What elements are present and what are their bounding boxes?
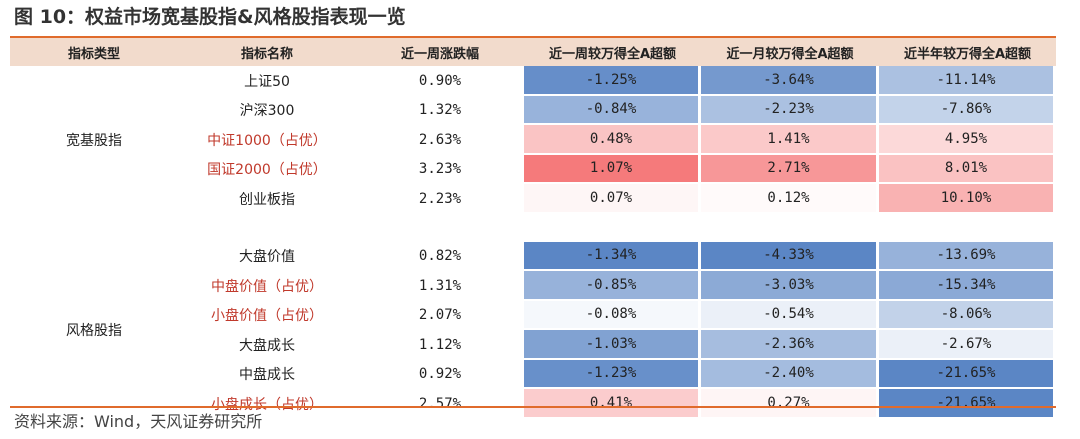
excess-return-cell: -7.86% bbox=[879, 95, 1056, 125]
table-row: 大盘成长 1.12% -1.03% -2.36% -2.67% bbox=[10, 330, 1056, 360]
excess-return-cell: -2.67% bbox=[879, 330, 1056, 360]
index-name: 中盘价值（占优） bbox=[211, 278, 323, 295]
source-note: 资料来源：Wind，天风证券研究所 bbox=[14, 412, 263, 431]
table-row: 风格股指 大盘价值 0.82% -1.34% -4.33% -13.69% bbox=[10, 241, 1056, 339]
index-name: 大盘成长 bbox=[239, 337, 295, 354]
excess-return-cell: 1.41% bbox=[701, 125, 879, 155]
excess-return-cell: -0.84% bbox=[524, 95, 701, 125]
excess-return-cell: -1.23% bbox=[524, 359, 701, 389]
table-body: 宽基股指 上证50 0.90% -1.25% -3.64% -11.14% 沪深300 1.3… bbox=[10, 66, 1056, 419]
group-spacer bbox=[10, 214, 1056, 242]
index-name: 创业板指 bbox=[239, 191, 295, 208]
excess-return-cell: 0.12% bbox=[701, 184, 879, 214]
performance-table: 指标类型 指标名称 近一周涨跌幅 近一周较万得全A超额 近一月较万得全A超额 近… bbox=[10, 38, 1056, 419]
weekly-change: 1.12% bbox=[418, 336, 462, 353]
category-label: 宽基股指 bbox=[66, 132, 122, 149]
weekly-change: 1.31% bbox=[418, 277, 462, 294]
table-header-row: 指标类型 指标名称 近一周涨跌幅 近一周较万得全A超额 近一月较万得全A超额 近… bbox=[10, 38, 1056, 66]
excess-return-cell: -1.03% bbox=[524, 330, 701, 360]
column-header: 近一月较万得全A超额 bbox=[701, 38, 879, 66]
column-header: 近一周涨跌幅 bbox=[356, 38, 524, 66]
index-name: 小盘价值（占优） bbox=[211, 308, 323, 325]
weekly-change: 1.32% bbox=[418, 102, 462, 119]
table-row: 宽基股指 上证50 0.90% -1.25% -3.64% -11.14% bbox=[10, 66, 1056, 149]
excess-return-cell: -0.54% bbox=[701, 300, 879, 330]
column-header: 近半年较万得全A超额 bbox=[879, 38, 1056, 66]
column-header: 指标名称 bbox=[178, 38, 356, 66]
excess-return-cell: -1.25% bbox=[524, 66, 701, 96]
excess-return-cell: -2.40% bbox=[701, 359, 879, 389]
bottom-rule bbox=[10, 406, 1056, 408]
column-header: 近一周较万得全A超额 bbox=[524, 38, 701, 66]
excess-return-cell: -3.03% bbox=[701, 271, 879, 301]
table-row: 沪深300 1.32% -0.84% -2.23% -7.86% bbox=[10, 95, 1056, 125]
table-row: 创业板指 2.23% 0.07% 0.12% 10.10% bbox=[10, 184, 1056, 214]
excess-return-cell: 8.01% bbox=[879, 154, 1056, 184]
weekly-change: 2.23% bbox=[418, 190, 462, 207]
excess-return-cell: -1.34% bbox=[524, 241, 701, 271]
excess-return-cell: -8.06% bbox=[879, 300, 1056, 330]
weekly-change: 2.63% bbox=[418, 131, 462, 148]
excess-return-cell: 0.07% bbox=[524, 184, 701, 214]
weekly-change: 2.57% bbox=[418, 395, 462, 412]
weekly-change: 3.23% bbox=[418, 161, 462, 178]
excess-return-cell: -2.36% bbox=[701, 330, 879, 360]
excess-return-cell: -4.33% bbox=[701, 241, 879, 271]
figure-title: 图 10：权益市场宽基股指&风格股指表现一览 bbox=[14, 6, 406, 28]
table-row: 中盘价值（占优） 1.31% -0.85% -3.03% -15.34% bbox=[10, 271, 1056, 301]
table-row: 国证2000（占优） 3.23% 1.07% 2.71% 8.01% bbox=[10, 154, 1056, 184]
index-name: 国证2000（占优） bbox=[207, 162, 327, 179]
excess-return-cell: -3.64% bbox=[701, 66, 879, 96]
weekly-change: 0.92% bbox=[418, 366, 462, 383]
excess-return-cell: 0.27% bbox=[701, 389, 879, 419]
top-rule bbox=[10, 36, 1056, 38]
index-name: 大盘价值 bbox=[239, 249, 295, 266]
excess-return-cell: 0.48% bbox=[524, 125, 701, 155]
table-row: 中盘成长 0.92% -1.23% -2.40% -21.65% bbox=[10, 359, 1056, 389]
table-row: 小盘价值（占优） 2.07% -0.08% -0.54% -8.06% bbox=[10, 300, 1056, 330]
excess-return-cell: -0.85% bbox=[524, 271, 701, 301]
excess-return-cell: 0.41% bbox=[524, 389, 701, 419]
index-name: 中盘成长 bbox=[239, 367, 295, 384]
excess-return-cell: 10.10% bbox=[879, 184, 1056, 214]
column-header: 指标类型 bbox=[10, 38, 178, 66]
weekly-change: 0.90% bbox=[418, 72, 462, 89]
weekly-change: 0.82% bbox=[418, 248, 462, 265]
excess-return-cell: -21.65% bbox=[879, 389, 1056, 419]
excess-return-cell: -11.14% bbox=[879, 66, 1056, 96]
excess-return-cell: 1.07% bbox=[524, 154, 701, 184]
excess-return-cell: -15.34% bbox=[879, 271, 1056, 301]
excess-return-cell: 2.71% bbox=[701, 154, 879, 184]
index-name: 沪深300 bbox=[239, 103, 295, 120]
excess-return-cell: -21.65% bbox=[879, 359, 1056, 389]
excess-return-cell: 4.95% bbox=[879, 125, 1056, 155]
index-name: 上证50 bbox=[244, 73, 290, 90]
index-name: 中证1000（占优） bbox=[207, 132, 327, 149]
excess-return-cell: -0.08% bbox=[524, 300, 701, 330]
category-label: 风格股指 bbox=[66, 323, 122, 339]
table-row: 中证1000（占优） 2.63% 0.48% 1.41% 4.95% bbox=[10, 125, 1056, 155]
table-row: 小盘成长（占优） 2.57% 0.41% 0.27% -21.65% bbox=[10, 389, 1056, 419]
excess-return-cell: -13.69% bbox=[879, 241, 1056, 271]
weekly-change: 2.07% bbox=[418, 307, 462, 324]
index-name: 小盘成长（占优） bbox=[211, 396, 323, 413]
excess-return-cell: -2.23% bbox=[701, 95, 879, 125]
